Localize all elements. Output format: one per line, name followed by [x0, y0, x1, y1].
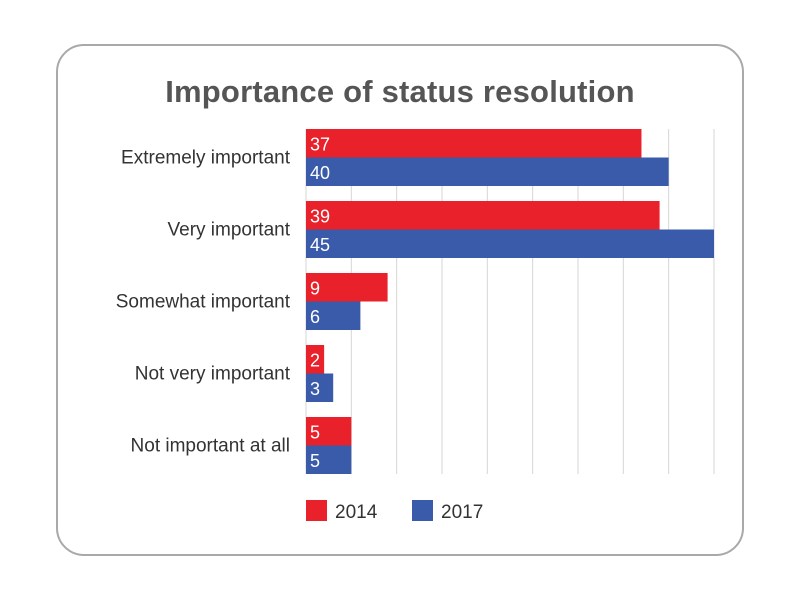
legend-swatch-2017: [412, 500, 433, 521]
bar-2014: [306, 201, 660, 230]
bar-2017: [306, 373, 334, 402]
bar-2014: [306, 273, 388, 302]
data-label: 45: [310, 235, 330, 255]
data-label: 5: [310, 422, 320, 442]
bar-2017: [306, 229, 714, 258]
legend-swatch-2014: [306, 500, 327, 521]
data-label: 3: [310, 379, 320, 399]
bar-2017: [306, 445, 352, 474]
data-label: 5: [310, 451, 320, 471]
data-label: 2: [310, 350, 320, 370]
category-label: Not very important: [135, 364, 291, 385]
legend-label: 2017: [441, 502, 483, 523]
data-label: 39: [310, 206, 330, 226]
data-label: 9: [310, 278, 320, 298]
legend-label: 2014: [335, 502, 378, 523]
category-label: Very important: [168, 220, 291, 241]
bar-2014: [306, 129, 642, 158]
category-label: Extremely important: [121, 148, 291, 169]
bar-2014: [306, 417, 352, 446]
chart-title: Importance of status resolution: [165, 74, 635, 109]
data-label: 6: [310, 307, 320, 327]
bar-2017: [306, 301, 361, 330]
data-label: 40: [310, 163, 330, 183]
bar-2017: [306, 157, 669, 186]
category-label: Somewhat important: [116, 292, 291, 313]
data-label: 37: [310, 134, 330, 154]
bar-2014: [306, 345, 325, 374]
category-label: Not important at all: [131, 436, 290, 457]
